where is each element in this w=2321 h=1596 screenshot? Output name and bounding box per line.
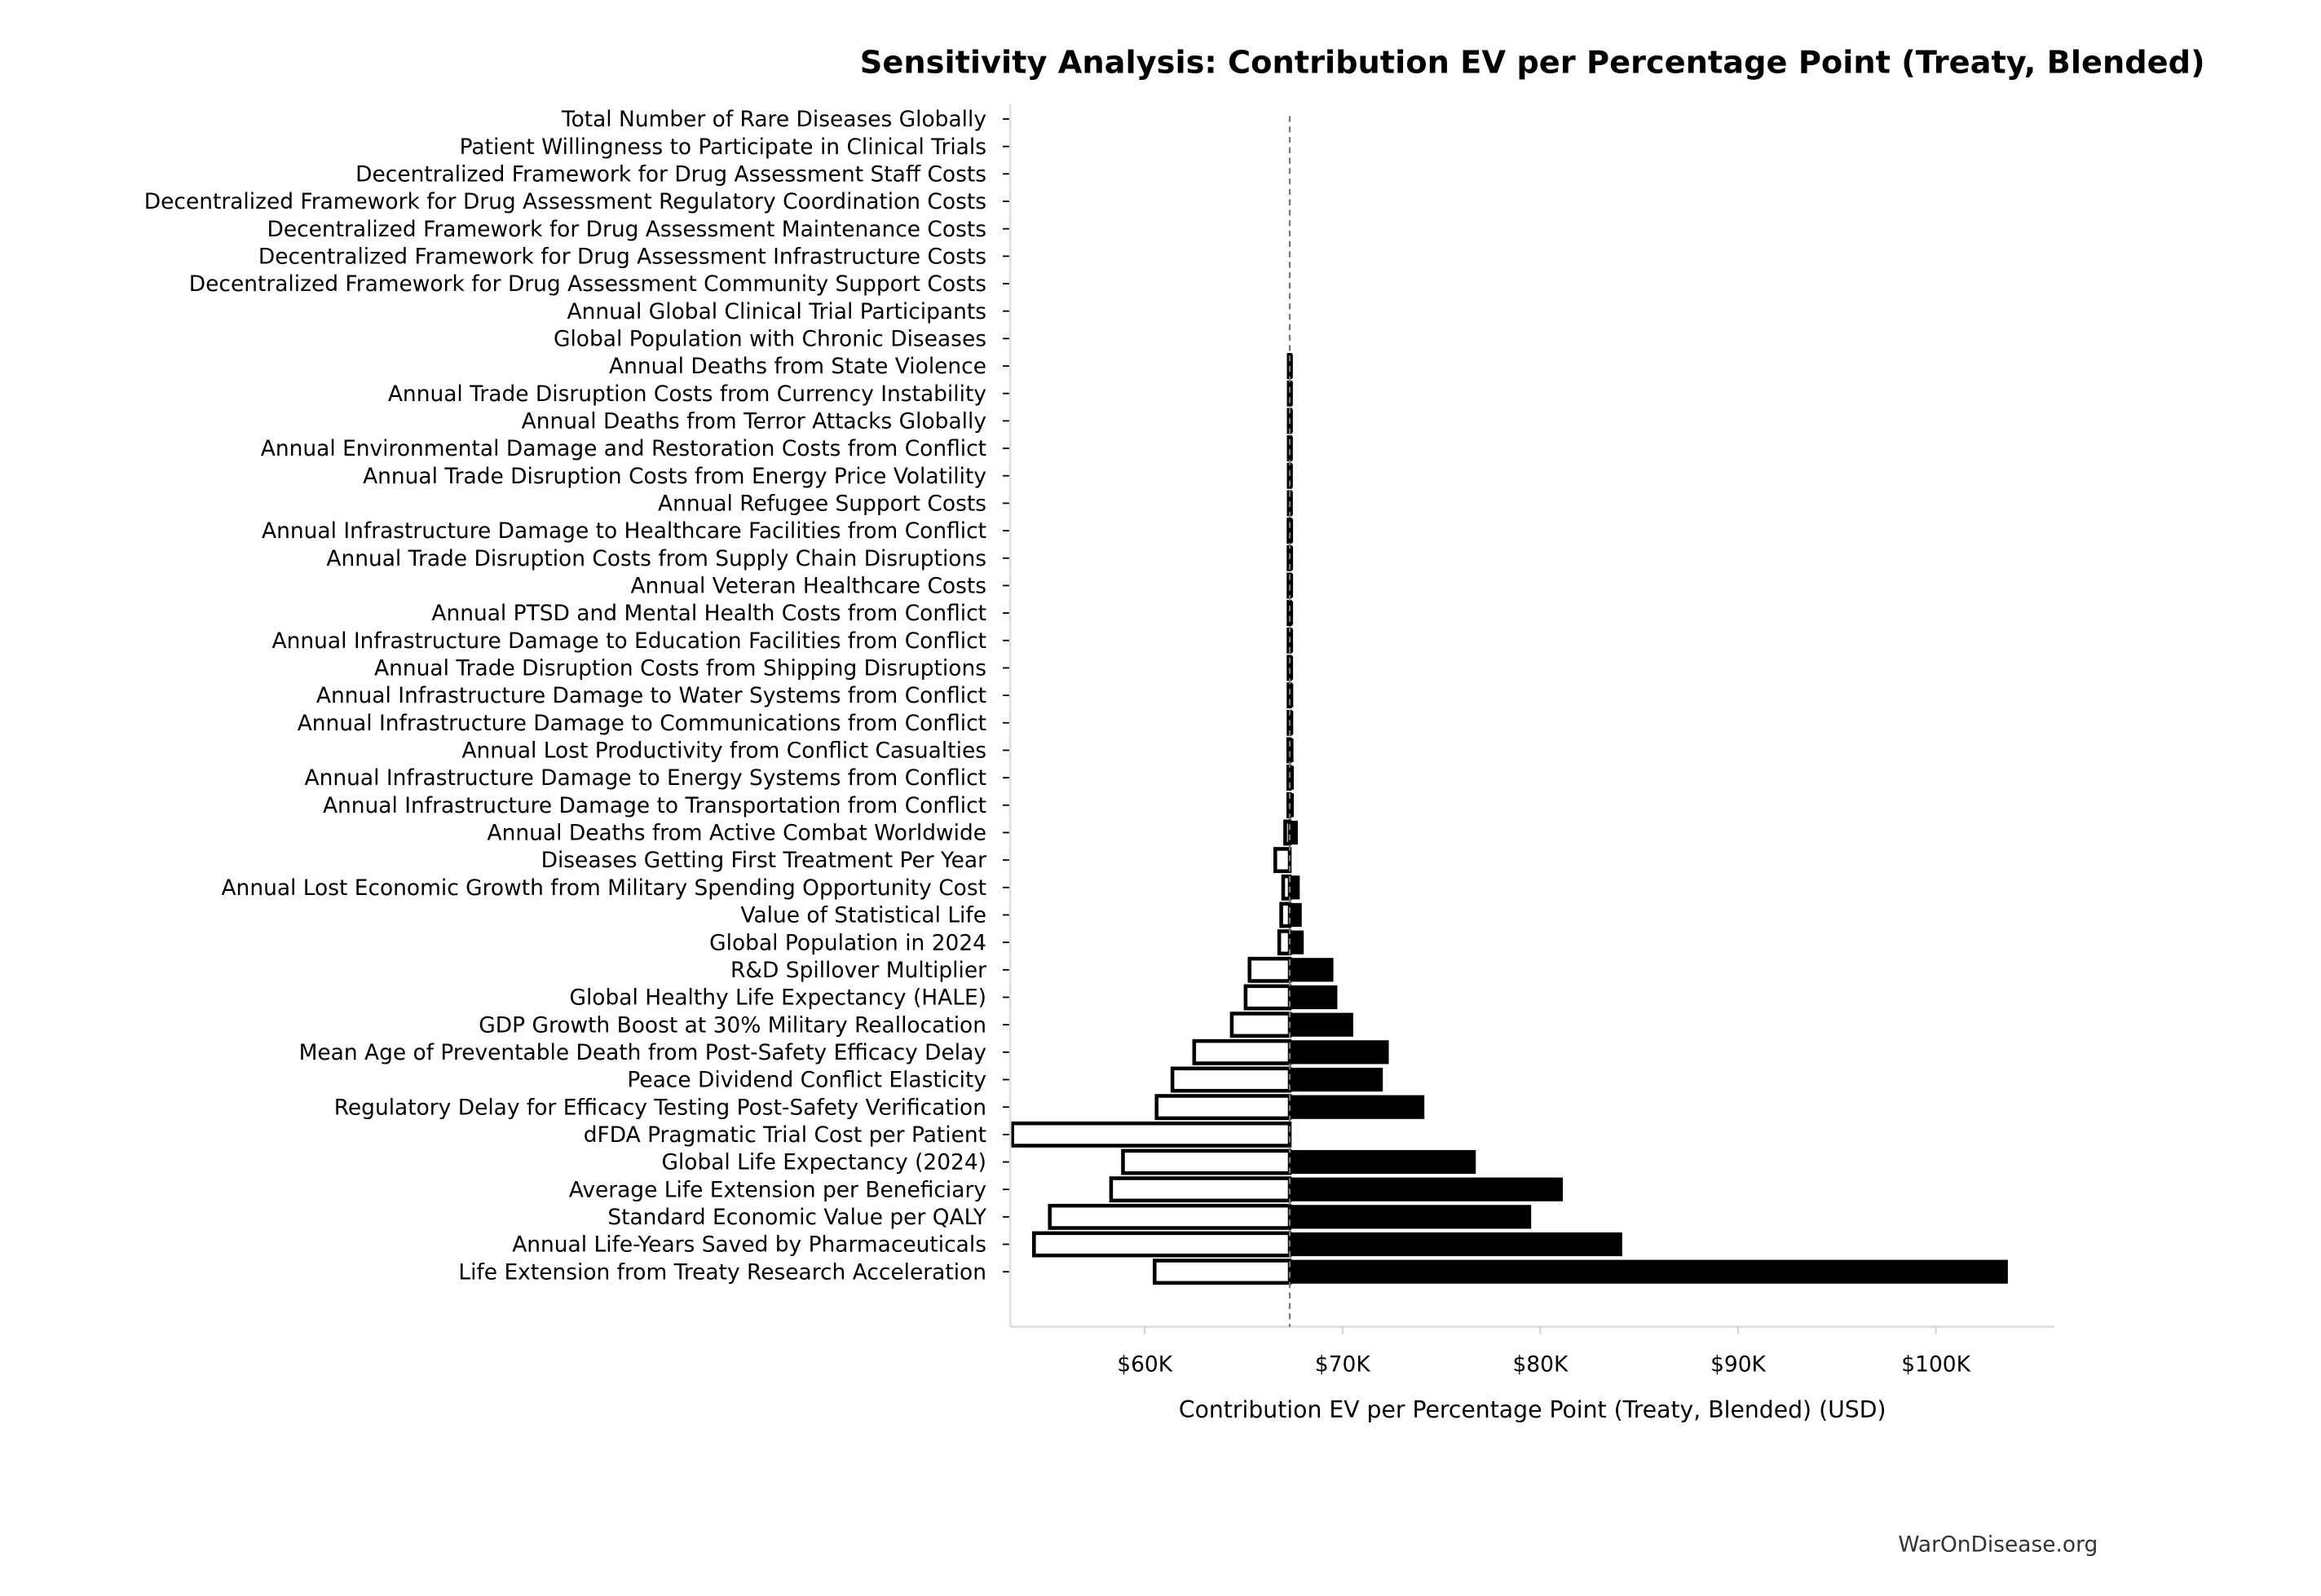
y-tick-label: Global Healthy Life Expectancy (HALE) xyxy=(569,985,986,1011)
bar-low xyxy=(1286,518,1292,544)
y-tick-label: Global Population in 2024 xyxy=(709,930,986,955)
y-tick-label: Annual Infrastructure Damage to Communic… xyxy=(298,711,986,736)
bar-low xyxy=(1286,435,1292,462)
y-tick-label: Annual Trade Disruption Costs from Suppl… xyxy=(326,546,986,571)
bar-low xyxy=(1154,1094,1292,1121)
bar-low xyxy=(1286,380,1292,407)
y-tick-label: Annual Trade Disruption Costs from Energ… xyxy=(363,464,986,489)
y-tick-label: Annual Life-Years Saved by Pharmaceutica… xyxy=(512,1232,986,1258)
x-tick-label: $100K xyxy=(1901,1351,1970,1377)
bar-low xyxy=(1273,847,1292,874)
bar-low xyxy=(1109,1176,1292,1203)
y-tick-label: Annual Lost Productivity from Conflict C… xyxy=(461,738,986,764)
y-tick-label: Annual Infrastructure Damage to Healthca… xyxy=(262,518,986,544)
bar-high xyxy=(1289,1149,1476,1175)
y-tick-label: Total Number of Rare Diseases Globally xyxy=(561,107,986,132)
bar-high xyxy=(1289,1067,1383,1092)
bar-high xyxy=(1289,958,1334,982)
y-tick-labels: Total Number of Rare Diseases GloballyPa… xyxy=(144,107,1011,1285)
x-tick-label: $70K xyxy=(1315,1351,1370,1377)
y-tick-label: Decentralized Framework for Drug Assessm… xyxy=(267,217,986,242)
x-tick-label: $90K xyxy=(1710,1351,1766,1377)
bar-high xyxy=(1289,1232,1622,1257)
y-tick-label: Peace Dividend Conflict Elasticity xyxy=(627,1068,986,1093)
bar-high xyxy=(1289,985,1338,1010)
x-tick-label: $60K xyxy=(1117,1351,1172,1377)
y-tick-label: Annual Infrastructure Damage to Educatio… xyxy=(272,628,986,654)
bar-high xyxy=(1289,1095,1425,1119)
bar-low xyxy=(1286,737,1292,764)
bar-high xyxy=(1289,1040,1389,1065)
y-tick-label: dFDA Pragmatic Trial Cost per Patient xyxy=(584,1122,986,1148)
y-tick-label: Global Population with Chronic Diseases xyxy=(554,326,986,351)
x-axis-label: Contribution EV per Percentage Point (Tr… xyxy=(1179,1396,1886,1423)
bar-high xyxy=(1289,1205,1532,1229)
bar-low xyxy=(1032,1231,1292,1258)
bar-low xyxy=(1048,1203,1292,1230)
y-tick-label: Value of Statistical Life xyxy=(740,903,986,928)
y-tick-label: Annual Deaths from Terror Attacks Global… xyxy=(522,408,986,434)
bars-group xyxy=(1010,353,2008,1285)
bar-low xyxy=(1192,1038,1292,1065)
y-tick-label: Life Extension from Treaty Research Acce… xyxy=(458,1259,986,1285)
bar-low xyxy=(1283,819,1292,846)
bar-low xyxy=(1281,874,1292,901)
bar-low xyxy=(1247,956,1292,983)
bar-low xyxy=(1170,1066,1292,1093)
y-tick-label: Annual Infrastructure Damage to Transpor… xyxy=(323,793,986,818)
y-tick-label: Annual Veteran Healthcare Costs xyxy=(630,574,986,599)
y-tick-label: Mean Age of Preventable Death from Post-… xyxy=(299,1040,986,1065)
y-tick-label: Annual Deaths from Active Combat Worldwi… xyxy=(488,821,986,846)
y-tick-label: Decentralized Framework for Drug Assessm… xyxy=(355,161,986,187)
bar-high xyxy=(1289,1259,2008,1284)
bar-low xyxy=(1286,600,1292,627)
y-tick-label: Annual Trade Disruption Costs from Curre… xyxy=(388,381,986,407)
y-tick-label: Annual Global Clinical Trial Participant… xyxy=(567,299,986,324)
y-tick-label: Annual Infrastructure Damage to Energy S… xyxy=(305,765,986,791)
y-tick-label: GDP Growth Boost at 30% Military Realloc… xyxy=(479,1012,986,1038)
y-tick-label: Decentralized Framework for Drug Assessm… xyxy=(144,189,986,214)
bar-high xyxy=(1289,930,1304,955)
y-tick-label: Annual Deaths from State Violence xyxy=(609,354,986,379)
y-tick-label: Annual Refugee Support Costs xyxy=(658,492,986,517)
y-tick-label: Diseases Getting First Treatment Per Yea… xyxy=(541,848,987,873)
bar-high xyxy=(1289,1177,1564,1201)
y-tick-label: Standard Economic Value per QALY xyxy=(607,1205,986,1230)
x-tick-label: $80K xyxy=(1512,1351,1568,1377)
y-tick-label: Average Life Extension per Beneficiary xyxy=(569,1177,986,1202)
y-tick-label: Patient Willingness to Participate in Cl… xyxy=(460,134,986,160)
y-tick-label: Annual Trade Disruption Costs from Shipp… xyxy=(374,656,986,681)
bar-low xyxy=(1121,1149,1292,1175)
bar-low xyxy=(1010,1121,1292,1148)
bar-high xyxy=(1289,1012,1353,1037)
bar-low xyxy=(1153,1259,1292,1285)
y-tick-label: Global Life Expectancy (2024) xyxy=(661,1150,986,1175)
bar-low xyxy=(1279,902,1292,928)
bar-low xyxy=(1243,984,1292,1011)
y-tick-label: Annual Lost Economic Growth from Militar… xyxy=(221,875,986,901)
chart-title: Sensitivity Analysis: Contribution EV pe… xyxy=(860,44,2205,81)
watermark: WarOnDisease.org xyxy=(1898,1532,2098,1557)
y-tick-label: Annual Infrastructure Damage to Water Sy… xyxy=(316,683,986,708)
y-tick-label: Decentralized Framework for Drug Assessm… xyxy=(189,271,986,297)
bar-low xyxy=(1277,929,1292,956)
x-ticks: $60K $70K $80K $90K $100K xyxy=(1117,1326,1971,1377)
y-tick-label: Decentralized Framework for Drug Assessm… xyxy=(258,244,986,269)
y-tick-label: Regulatory Delay for Efficacy Testing Po… xyxy=(334,1095,986,1120)
y-tick-label: Annual Environmental Damage and Restorat… xyxy=(261,436,986,461)
bar-low xyxy=(1229,1012,1292,1038)
y-tick-label: Annual PTSD and Mental Health Costs from… xyxy=(431,601,986,626)
y-tick-label: R&D Spillover Multiplier xyxy=(730,958,986,983)
